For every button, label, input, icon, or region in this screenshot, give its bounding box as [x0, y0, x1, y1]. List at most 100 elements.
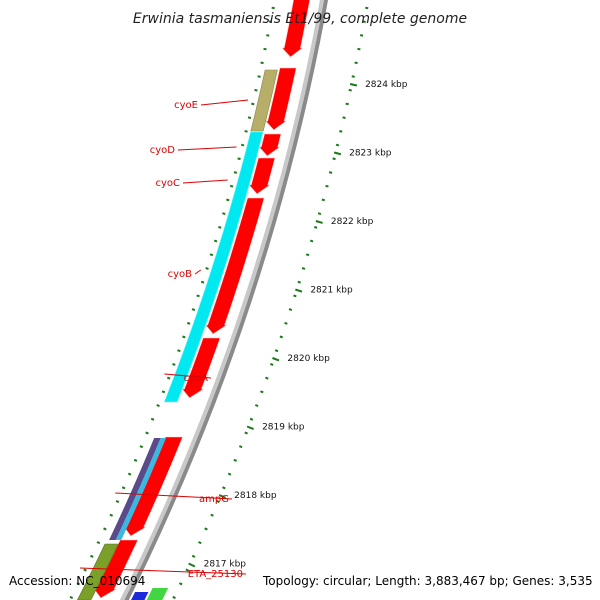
major-tick — [218, 494, 226, 499]
inner-minor-tick — [233, 171, 238, 174]
outer-minor-tick — [325, 184, 329, 188]
cyoE-label: cyoE — [174, 100, 198, 111]
outer-minor-tick — [321, 198, 326, 202]
inner-minor-tick — [237, 157, 241, 161]
inner-minor-tick — [109, 513, 114, 517]
outer-minor-tick — [249, 417, 254, 421]
forward-cds-arrow — [204, 197, 265, 335]
major-tick — [188, 562, 196, 568]
ETA_25130-leader-line — [79, 567, 247, 575]
inner-minor-tick — [226, 198, 230, 202]
outer-minor-tick — [293, 294, 297, 298]
outer-minor-tick — [328, 171, 333, 174]
outer-minor-tick — [309, 239, 314, 243]
inner-minor-tick — [260, 61, 264, 65]
inner-minor-tick — [205, 267, 209, 270]
outer-minor-tick — [238, 445, 243, 449]
inner-minor-tick — [182, 335, 186, 339]
inner-minor-tick — [172, 362, 176, 366]
inner-minor-tick — [213, 239, 218, 243]
outer-minor-tick — [342, 116, 346, 119]
outer-minor-tick — [265, 376, 269, 380]
outer-minor-tick — [227, 472, 232, 476]
gene-features — [77, 0, 311, 600]
cyoA-label: cyoA — [184, 373, 209, 384]
inner-minor-tick — [133, 458, 138, 462]
outer-minor-tick — [204, 527, 208, 531]
inner-minor-tick — [69, 595, 74, 600]
forward-cds-arrow — [281, 0, 311, 58]
outer-minor-tick — [198, 541, 202, 545]
inner-minor-tick — [121, 486, 126, 490]
cyoC-label: cyoC — [155, 178, 180, 189]
outer-minor-tick — [354, 61, 358, 65]
inner-minor-tick — [266, 34, 270, 37]
inner-minor-tick — [218, 225, 222, 229]
major-tick — [315, 220, 323, 224]
inner-minor-tick — [229, 184, 234, 188]
cyoD-label: cyoD — [150, 145, 176, 156]
ETA_25130-feature — [77, 543, 119, 600]
major-tick — [349, 83, 358, 87]
cyoE-feature — [250, 69, 278, 132]
forward-cds-arrow — [258, 133, 282, 157]
outer-minor-tick — [284, 321, 288, 325]
major-tick — [272, 357, 280, 362]
outer-minor-tick — [301, 267, 306, 270]
cyoC-leader-line — [182, 179, 228, 184]
outer-minor-tick — [357, 47, 361, 51]
inner-minor-tick — [139, 445, 144, 449]
inner-minor-tick — [115, 499, 120, 504]
inner-minor-tick — [90, 554, 94, 558]
inner-minor-tick — [247, 116, 252, 119]
outer-minor-tick — [185, 568, 189, 572]
inner-minor-tick — [257, 75, 261, 78]
inner-minor-tick — [145, 431, 149, 435]
inner-minor-tick — [127, 472, 132, 476]
scale-tick-labels: 2824 kbp 2823 kbp 2822 kbp 2821 kbp 2820 kbp… — [204, 80, 408, 570]
cyoB-leader-line — [194, 269, 202, 275]
outer-minor-tick — [313, 225, 318, 229]
scale-tick-label: 2819 kbp — [262, 423, 305, 433]
topology-text: Topology: circular; Length: 3,883,467 bp… — [263, 574, 593, 588]
inner-minor-tick — [244, 130, 248, 133]
outer-minor-tick — [305, 253, 310, 257]
outer-minor-tick — [270, 362, 274, 366]
scale-tick-label: 2824 kbp — [365, 80, 408, 90]
inner-minor-tick — [240, 143, 245, 147]
inner-minor-tick — [177, 349, 181, 353]
ampG-leader-line — [115, 492, 233, 500]
scale-tick-label: 2823 kbp — [349, 149, 392, 159]
inner-minor-tick — [156, 404, 160, 408]
outer-minor-tick — [288, 308, 293, 312]
cyoE-leader-line — [200, 99, 249, 106]
inner-minor-tick — [96, 541, 101, 545]
outer-minor-tick — [244, 431, 248, 435]
inner-minor-tick — [200, 280, 205, 284]
outer-minor-tick — [254, 404, 259, 408]
forward-cds-arrow — [248, 157, 276, 195]
ETA_25130-label: ETA_25130 — [188, 569, 243, 580]
outer-minor-tick — [365, 6, 369, 10]
gene-labels: cyoE cyoD cyoC cyoB cyoA ampG ETA_25130 — [150, 100, 243, 580]
cyoA-leader-line — [164, 373, 212, 379]
scale-tick-label: 2820 kbp — [287, 354, 330, 364]
inner-minor-tick — [196, 294, 200, 298]
inner-minor-tick — [268, 20, 273, 23]
outer-minor-tick — [274, 349, 279, 353]
scale-tick-label: 2821 kbp — [310, 286, 353, 296]
major-tick — [246, 425, 254, 431]
outer-minor-tick — [317, 212, 322, 215]
inner-minor-tick — [209, 253, 214, 257]
blue-feature — [131, 592, 149, 600]
scale-tick-label: 2817 kbp — [204, 560, 247, 570]
cyoD-leader-line — [177, 146, 237, 151]
outer-minor-tick — [345, 102, 349, 106]
inner-minor-tick — [251, 102, 255, 106]
inner-minor-tick — [186, 321, 191, 325]
inner-minor-tick — [222, 212, 226, 215]
outer-minor-tick — [260, 390, 264, 394]
green-feature — [146, 588, 169, 600]
inner-minor-tick — [103, 527, 107, 531]
